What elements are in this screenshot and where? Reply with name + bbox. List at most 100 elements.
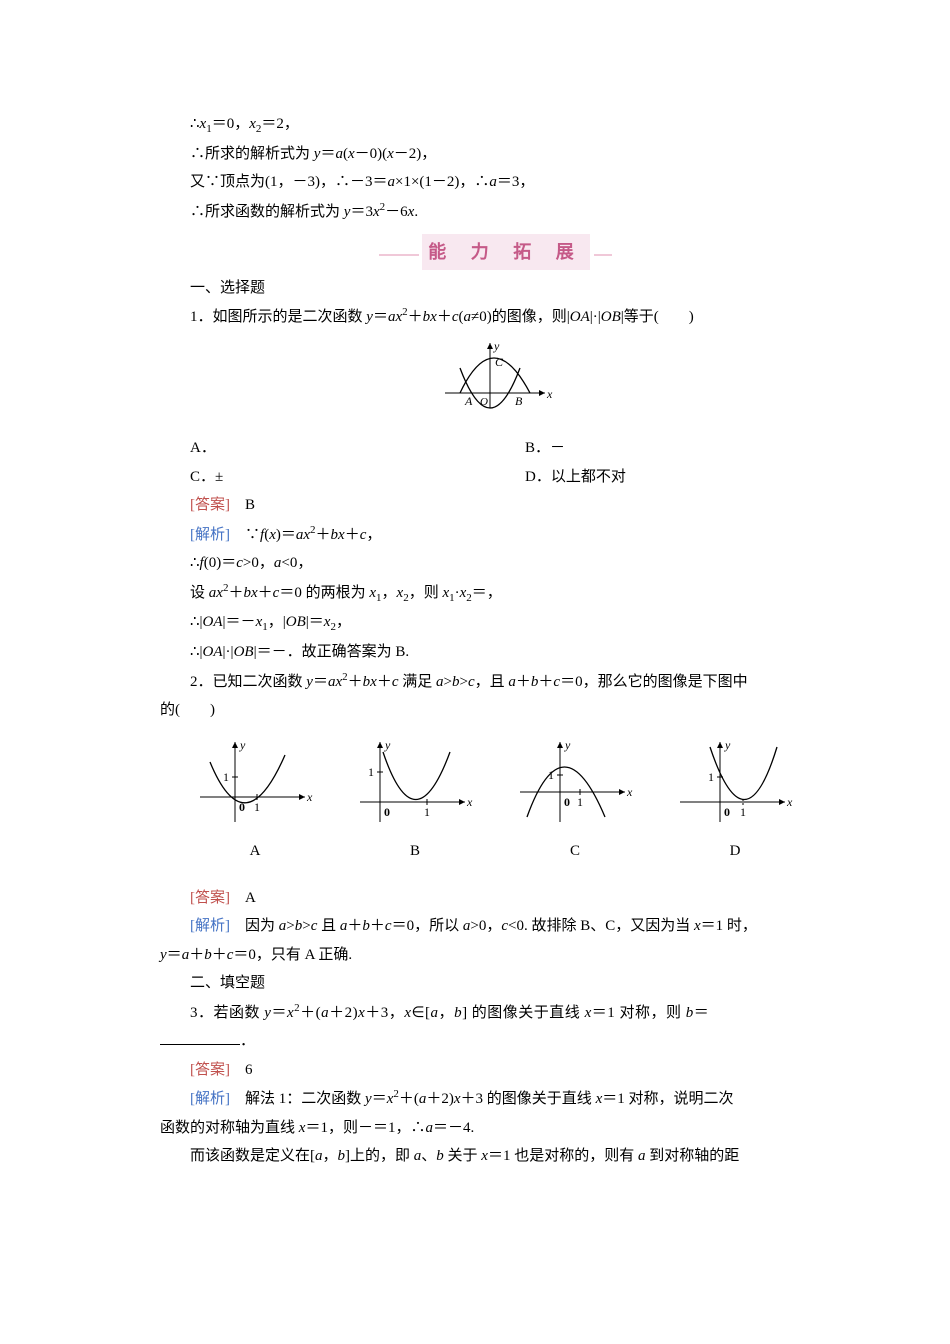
txt: ＋ [316,527,331,543]
txt: ∴| [190,614,203,630]
var-x: x [216,585,223,601]
txt: 解法 1：二次函数 [245,1091,365,1107]
txt: ＝1 时， [701,918,757,934]
section-1-title: 一、选择题 [160,274,830,303]
txt: >0， [470,918,501,934]
banner-deco-right [594,254,612,256]
point-b: B [515,394,523,408]
svg-text:0: 0 [384,805,390,819]
var-x: x [338,527,345,543]
q1-opt-a: A． [160,434,495,463]
txt: －2)， [394,146,437,162]
txt: ，则 [409,585,443,601]
txt: >0， [243,555,274,571]
var-x: x [585,1005,592,1021]
txt: <0， [281,555,312,571]
exp-label: [解析] [190,1091,245,1107]
txt: ，| [268,614,286,630]
intro-block: ∴x1＝0，x2＝2， ∴所求的解析式为 y＝a(x－0)(x－2)， 又∵顶点… [160,110,830,226]
svg-text:0: 0 [564,795,570,809]
txt: －0)( [355,146,388,162]
txt: ＝0，只有 A 正确. [233,947,352,963]
banner-deco-left [379,254,419,256]
intro-l2: ∴所求的解析式为 y＝a(x－0)(x－2)， [160,140,830,169]
var-a: a [335,146,343,162]
var-b: b [454,1005,462,1021]
txt: 函数的对称轴为直线 [160,1120,299,1136]
txt: ＝1 对称，说明二次 [602,1091,733,1107]
q3-exp-l1: [解析] 解法 1：二次函数 y＝x2＋(a＋2)x＋3 的图像关于直线 x＝1… [160,1084,830,1114]
q1-exp-l5: ∴|OA|·|OB|＝－．故正确答案为 B. [160,638,830,667]
txt: ，且 [475,674,509,690]
answer-val: 6 [245,1062,253,1078]
q2-exp-l1: [解析] 因为 a>b>c 且 a＋b＋c＝0，所以 a>0，c<0. 故排除 … [160,912,830,941]
txt: ＝0，所以 [392,918,463,934]
svg-text:x: x [786,795,793,809]
section-banner: 能 力 拓 展 [160,234,830,269]
txt: (0)＝ [204,555,237,571]
var-ob: OB [601,309,621,325]
q1-svg: x y O A B C [435,338,555,418]
q2-answer: [答案] A [160,884,830,913]
txt: ＋ [408,309,423,325]
answer-label: [答案] [190,1062,245,1078]
var-a: a [489,174,497,190]
answer-val: A [245,890,256,906]
txt: ＋ [345,527,360,543]
txt: ＝ [320,146,335,162]
var-a: a [321,1005,329,1021]
txt: ∴ [190,555,200,571]
svg-text:y: y [564,738,571,752]
q3-stem: 3．若函数 y＝x2＋(a＋2)x＋3，x∈[a，b] 的图像关于直线 x＝1 … [160,998,830,1028]
svg-text:0: 0 [724,805,730,819]
q2-fig-d: 1 1 0 x y D [675,737,795,866]
var-y: y [365,1091,372,1107]
var-c: c [501,918,508,934]
txt: |＝－ [223,614,256,630]
txt: ＝1 也是对称的，则有 [488,1148,638,1164]
txt: ≠0)的图像，则| [471,309,570,325]
q1-stem: 1．如图所示的是二次函数 y＝ax2＋bx＋c(a≠0)的图像，则|OA|·|O… [160,302,830,332]
txt: ， [366,527,381,543]
var-a: a [436,674,444,690]
txt: 又∵顶点为(1，－3)，∴－3＝ [190,174,388,190]
var-c: c [236,555,243,571]
q3-answer: [答案] 6 [160,1056,830,1085]
txt: －6 [385,204,408,220]
txt: |＝－．故正确答案为 B. [254,644,410,660]
section-2-title: 二、填空题 [160,969,830,998]
answer-label: [答案] [190,497,245,513]
var-y: y [366,309,373,325]
txt: ＋3， [365,1005,404,1021]
intro-l4: ∴所求函数的解析式为 y＝3x2－6x. [160,197,830,227]
txt: ＋ [437,309,452,325]
txt: |·| [590,309,601,325]
txt: |＝ [306,614,324,630]
txt: ∴ [190,116,200,132]
txt: ＋ [258,585,273,601]
txt: 、 [421,1148,436,1164]
txt: ＋3 的图像关于直线 [461,1091,596,1107]
txt: 设 [190,585,209,601]
q2-fig-b: 1 1 0 x y B [355,737,475,866]
txt: ＋ [377,674,392,690]
var-x: x [481,1148,488,1164]
var-b: b [362,918,370,934]
txt: |等于( ) [621,309,694,325]
q2-figure-grid: 1 1 0 x y A 1 1 0 x y B 1 1 0 x [160,737,830,866]
txt: ＝ [372,1091,387,1107]
txt: ＝3， [497,174,535,190]
txt: ]上的，即 [345,1148,414,1164]
var-b: b [686,1005,694,1021]
q1-options: A． B．－ C．± D．以上都不对 [160,434,830,491]
var-b: b [331,527,339,543]
txt: ＝， [472,585,502,601]
var-x2: x [249,116,256,132]
svg-text:y: y [239,738,246,752]
q3-exp-l2: 函数的对称轴为直线 x＝1，则－＝1，∴a＝－4. [160,1114,830,1143]
q2-stem: 2．已知二次函数 y＝ax2＋bx＋c 满足 a>b>c，且 a＋b＋c＝0，那… [160,667,830,697]
txt: ＝ [313,674,328,690]
intro-l3: 又∵顶点为(1，－3)，∴－3＝a×1×(1－2)，∴a＝3， [160,168,830,197]
answer-label: [答案] [190,890,245,906]
txt: ＝－4. [433,1120,474,1136]
